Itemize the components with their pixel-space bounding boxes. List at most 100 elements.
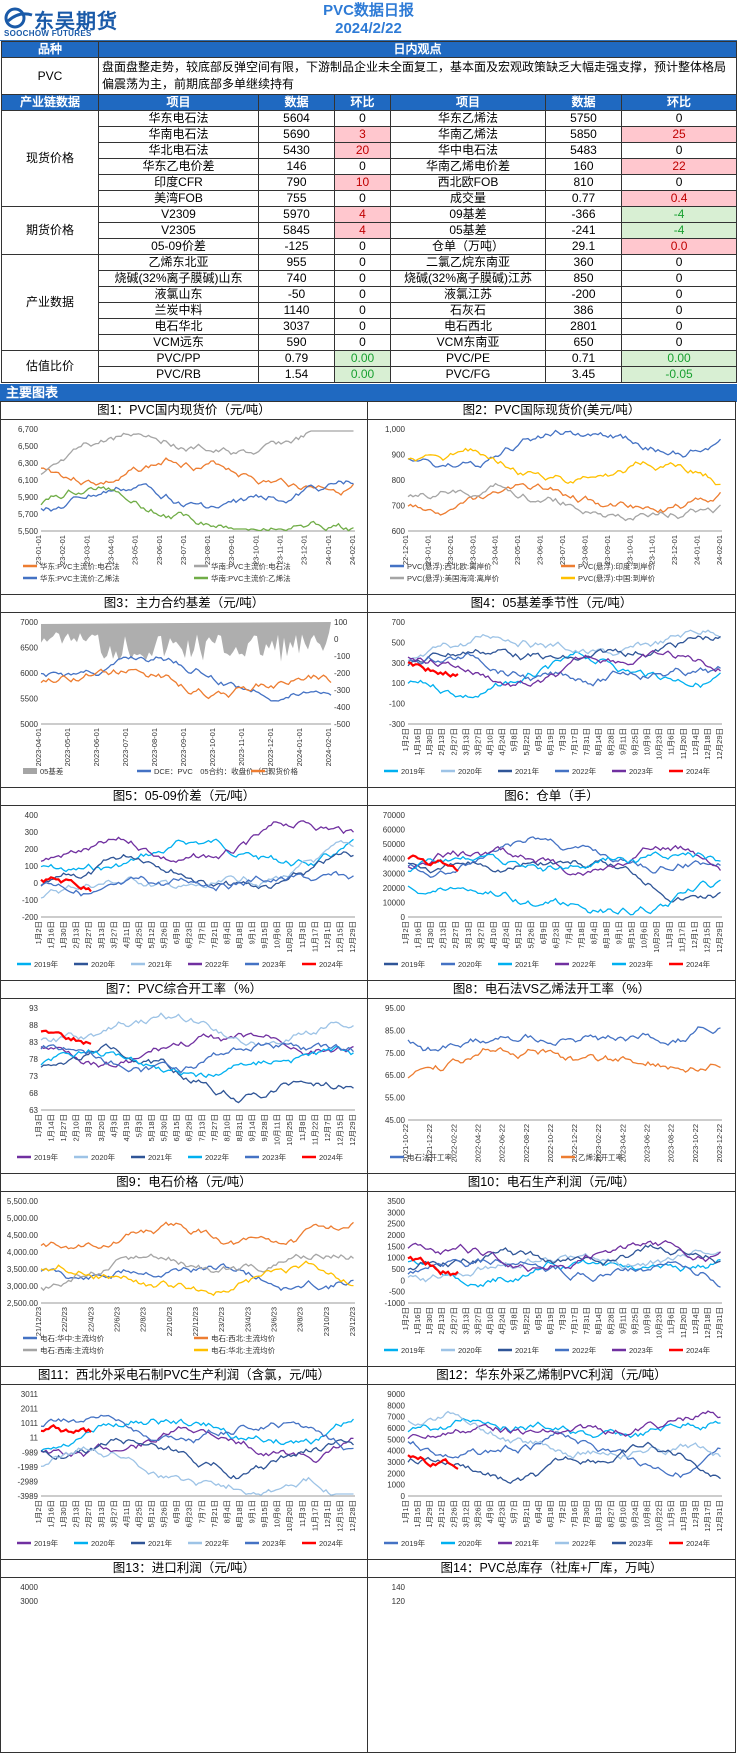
x-tick-label: 7月4日 xyxy=(564,921,573,944)
x-tick-label: 6月5日 xyxy=(534,1307,543,1330)
x-tick-label: 12月15日 xyxy=(335,921,344,953)
y-tick-label: 2,500.00 xyxy=(7,1299,39,1308)
x-tick-label: 23-12-01 xyxy=(670,535,679,565)
item-value: 790 xyxy=(258,174,335,191)
legend-label: 2022年 xyxy=(572,1538,597,1548)
item-change: -4 xyxy=(620,222,737,239)
item-change: 0 xyxy=(620,286,737,303)
x-tick-label: 7月21日 xyxy=(210,921,219,949)
item-change: 10 xyxy=(334,174,391,191)
item-change: 0.00 xyxy=(334,366,391,383)
y-tick-label: 4,000.00 xyxy=(7,1248,39,1257)
x-tick-label: 21/12/23 xyxy=(34,1307,43,1336)
table-row: 液氯山东 -50 0 液氯江苏 -200 0 xyxy=(2,286,737,303)
y-tick-label: 93 xyxy=(29,1004,38,1013)
chart-title: 图7：PVC综合开工率（%） xyxy=(1,981,367,999)
y-tick-label: 55.00 xyxy=(385,1094,406,1103)
x-tick-label: 2月12日 xyxy=(437,1500,446,1528)
x-tick-label: 2月27日 xyxy=(449,728,458,756)
chart-panel: 图9：电石价格（元/吨） 5,500.00 5,000.00 4,500.00 4,00… xyxy=(0,1173,368,1367)
x-tick-label: 6月15日 xyxy=(172,1114,181,1142)
legend-label: 2019年 xyxy=(34,959,59,969)
x-tick-label: 11月20日 xyxy=(679,1307,688,1338)
chart-title: 图13：进口利润（元/吨） xyxy=(1,1560,367,1578)
legend-label: 2019年 xyxy=(401,766,426,776)
item-value: 810 xyxy=(545,174,622,191)
item-name: 05-09价差 xyxy=(98,238,259,255)
item-change: -0.05 xyxy=(620,366,737,383)
chart-graphic: 140 120 xyxy=(392,1583,406,1606)
series-line xyxy=(407,1454,459,1470)
x-tick-label: 2023-07-01 xyxy=(121,728,130,766)
series-line xyxy=(407,483,722,516)
x-tick-label: 9月15日 xyxy=(627,921,636,949)
item-name: 电石西北 xyxy=(390,318,546,335)
x-tick-label: 8月28日 xyxy=(606,728,615,756)
chart-panel: 图6：仓单（手） 70000 60000 50000 40000 30000 20000 10… xyxy=(367,787,736,981)
x-tick-label: 8月14日 xyxy=(594,1307,603,1335)
chain-header: 产业链数据 xyxy=(1,94,99,111)
item-name: 09基差 xyxy=(390,206,546,223)
item-name: PVC/PP xyxy=(98,350,259,367)
item-name: V2305 xyxy=(98,222,259,239)
change-header: 环比 xyxy=(620,94,737,111)
x-tick-label: 4月10日 xyxy=(486,1307,495,1335)
x-tick-label: 9月1日 xyxy=(615,921,624,944)
y-tick-label: -100 xyxy=(389,700,406,709)
item-value: 5750 xyxy=(545,110,622,127)
x-tick-label: 23/2/23 xyxy=(217,1307,226,1332)
x-tick-label: 2月27日 xyxy=(84,1500,93,1528)
x-tick-label: 12月18日 xyxy=(703,1307,712,1339)
legend-label: 2020年 xyxy=(91,1152,116,1162)
series-line xyxy=(407,1257,721,1288)
x-tick-label: 1月16日 xyxy=(47,921,56,949)
y-tick-label: 3500 xyxy=(387,1197,405,1206)
series-line xyxy=(407,1026,721,1052)
series-line xyxy=(40,1263,354,1292)
legend-label: PVC(悬浮):中国:到岸价 xyxy=(578,573,656,583)
x-tick-label: 3月27日 xyxy=(109,921,118,949)
series-line xyxy=(40,1045,354,1079)
x-tick-label: 11月5日 xyxy=(667,1500,676,1527)
legend-label: 2022年 xyxy=(572,1345,597,1355)
charts-grid: 图1：PVC国内现货价（元/吨） 6,700 6,500 6,300 6,100 5,90… xyxy=(0,401,737,1753)
y-tick-label: -500 xyxy=(389,1288,406,1297)
x-tick-label: 23-03-01 xyxy=(468,535,477,565)
series-line xyxy=(407,649,721,687)
chart-title: 图3：主力合约基差（元/吨） xyxy=(1,595,367,613)
x-tick-label: 2023-04-22 xyxy=(618,1124,627,1162)
x-tick-label: 2月13日 xyxy=(437,1307,446,1335)
x-tick-label: 11月3日 xyxy=(298,1500,307,1527)
item-value: 0.71 xyxy=(545,350,622,367)
item-change: 0.00 xyxy=(334,350,391,367)
table-row: 美湾FOB 755 0 成交量 0.77 0.4 xyxy=(2,190,737,207)
y-tick-label: 4,500.00 xyxy=(7,1231,39,1240)
x-tick-label: 10月23日 xyxy=(655,1307,664,1339)
y-tick-label: 10000 xyxy=(383,898,406,907)
x-tick-label: 2月13日 xyxy=(72,921,81,949)
x-tick-label: 2023-08-22 xyxy=(667,1124,676,1162)
x-tick-label: 7月3日 xyxy=(558,728,567,751)
x-tick-label: 9月1日 xyxy=(248,1500,257,1523)
legend-label: 2024年 xyxy=(319,959,344,969)
x-tick-label: 8月18日 xyxy=(235,1500,244,1528)
x-tick-label: 9月11日 xyxy=(618,728,627,755)
x-tick-label: 10月20日 xyxy=(652,921,661,953)
x-tick-label: 24-02-01 xyxy=(715,535,724,565)
x-tick-label: 1月3日 xyxy=(34,1114,43,1137)
x-tick-label: 6月9日 xyxy=(172,921,181,944)
item-name: PVC/RB xyxy=(98,366,259,383)
x-tick-label: 10月22日 xyxy=(655,1500,664,1532)
x-tick-label: 4月25日 xyxy=(134,921,143,949)
x-tick-label: 11月17日 xyxy=(310,1500,319,1531)
x-tick-label: 5月21日 xyxy=(522,1500,531,1528)
x-tick-label: 3月13日 xyxy=(97,921,106,949)
legend-label: 2024年 xyxy=(686,766,711,776)
item-change: 22 xyxy=(620,158,737,175)
data-table: 品种 日内观点 PVC 盘面盘整走势，较底部反弹空间有限，下游制品企业未全面复工… xyxy=(1,41,737,383)
legend-label: 2024年 xyxy=(686,959,711,969)
y-tick-label: 78 xyxy=(29,1055,38,1064)
y-tick-label: 85.00 xyxy=(385,1026,406,1035)
x-tick-label: 5月7日 xyxy=(510,1500,519,1523)
